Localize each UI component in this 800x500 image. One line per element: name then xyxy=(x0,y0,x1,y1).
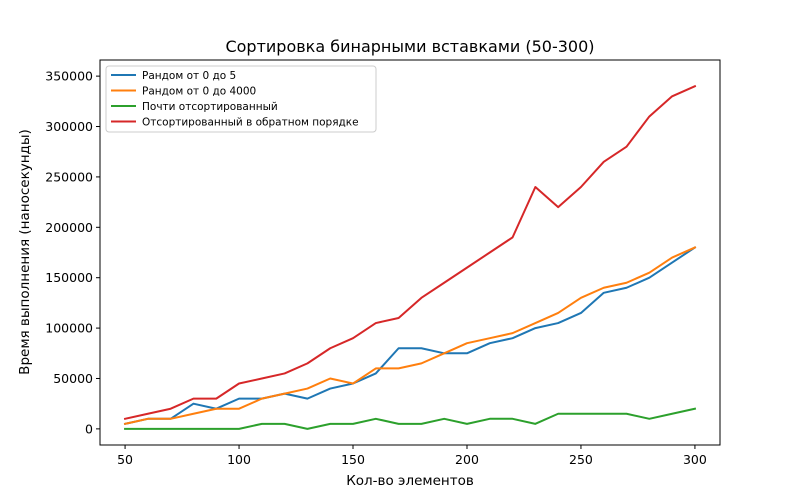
x-tick-label: 200 xyxy=(455,452,479,467)
x-tick-label: 300 xyxy=(683,452,707,467)
legend-entry-label: Почти отсортированный xyxy=(142,101,278,113)
x-axis: 50 100 150 200 250 300 xyxy=(117,445,707,467)
plot-frame xyxy=(99,59,721,446)
y-tick-label: 150000 xyxy=(45,270,93,285)
y-tick-label: 100000 xyxy=(45,321,93,336)
legend: Рандом от 0 до 5 Рандом от 0 до 4000 Почти… xyxy=(105,65,377,133)
x-tick-label: 150 xyxy=(341,452,365,467)
chart-title: Сортировка бинарными вставками (50-300) xyxy=(225,37,594,56)
series-line-3 xyxy=(124,407,697,430)
series-line-1 xyxy=(123,246,697,426)
y-tick-label: 0 xyxy=(85,421,93,436)
series-line-2 xyxy=(123,246,697,426)
x-tick-label: 250 xyxy=(569,452,593,467)
y-tick-label: 350000 xyxy=(45,69,93,84)
legend-entry-label: Отсортированный в обратном порядке xyxy=(142,116,359,128)
x-tick-label: 50 xyxy=(117,452,133,467)
series-line-4 xyxy=(123,84,697,420)
y-tick-label: 50000 xyxy=(53,371,93,386)
legend-entry-label: Рандом от 0 до 5 xyxy=(142,70,236,82)
y-axis: 0 50000 100000 150000 200000 250000 300000 3500… xyxy=(45,69,100,436)
y-tick-label: 200000 xyxy=(45,220,93,235)
y-tick-label: 250000 xyxy=(45,169,93,184)
y-tick-label: 300000 xyxy=(45,119,93,134)
legend-entry-label: Рандом от 0 до 4000 xyxy=(142,85,256,97)
series-layer xyxy=(123,84,697,430)
legend-box xyxy=(105,65,377,133)
x-axis-label: Кол-во элементов xyxy=(346,473,474,489)
y-axis-label: Время выполнения (наносекунды) xyxy=(17,129,33,375)
x-tick-label: 100 xyxy=(227,452,251,467)
